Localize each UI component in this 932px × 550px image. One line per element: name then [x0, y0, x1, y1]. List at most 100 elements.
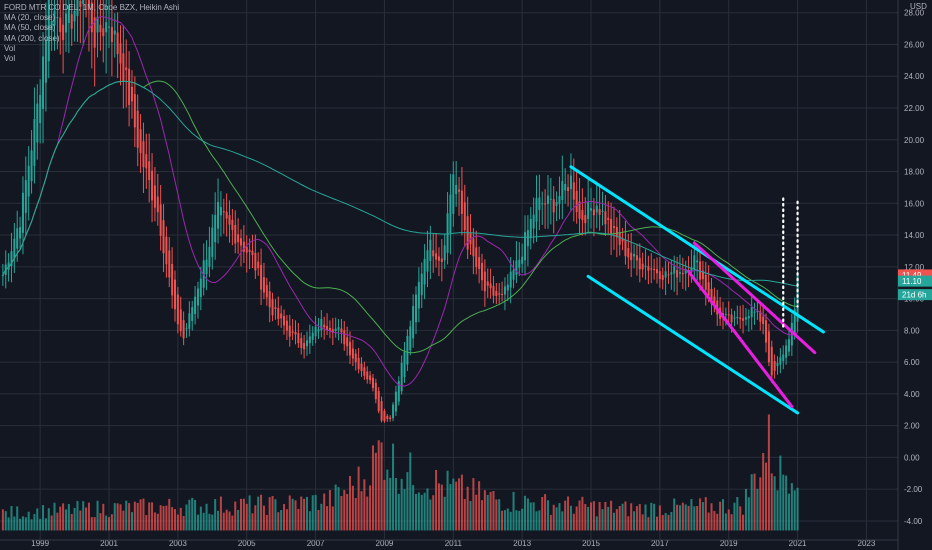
volume-bar [56, 512, 59, 531]
volume-bar [765, 462, 768, 531]
volume-bars [1, 414, 799, 531]
candle-body [340, 328, 343, 333]
volume-bar [699, 498, 702, 531]
currency-label: USD [910, 2, 927, 11]
x-tick-label: 2017 [651, 539, 669, 548]
symbol-title[interactable]: FORD MTR CO DEL, 1M, Cboe BZX, Heikin As… [4, 3, 180, 12]
indicator-vol-2[interactable]: Vol [4, 54, 16, 64]
price-badge-bg [898, 269, 932, 281]
candle-body [638, 257, 641, 270]
volume-bar [191, 497, 194, 531]
candle-body [199, 278, 202, 298]
candle-body [245, 246, 248, 253]
candle-body [90, 2, 93, 33]
trendline-channel-lower[interactable] [586, 274, 800, 415]
candle-body [371, 377, 374, 389]
volume-bar [211, 514, 214, 531]
volume-bar [380, 442, 383, 531]
volume-bar [776, 490, 779, 531]
volume-bar [67, 504, 70, 531]
volume-bar [349, 475, 352, 531]
candle-body [535, 198, 538, 222]
volume-bar [251, 513, 254, 531]
volume-bar [194, 499, 197, 531]
candle-body [707, 282, 710, 296]
volume-bar [670, 512, 673, 531]
volume-bar [73, 507, 76, 531]
time-axis[interactable]: 1999 2001 2003 2005 2007 2009 2011 2013 2015 2017… [0, 539, 898, 548]
volume-bar [501, 510, 504, 531]
volume-bar [234, 501, 237, 531]
volume-bar [423, 492, 426, 531]
trendline-channel-upper[interactable] [569, 165, 825, 334]
volume-bar [369, 485, 372, 531]
candle-body [231, 219, 234, 231]
candle-body [759, 311, 762, 322]
candle-body [742, 318, 745, 321]
volume-bar [168, 498, 171, 531]
trendline-wedge-upper[interactable] [692, 241, 817, 355]
volume-bar [59, 506, 62, 531]
volume-bar [739, 506, 742, 531]
volume-bar [300, 496, 303, 531]
candle-body [151, 170, 154, 201]
candle-body [607, 217, 610, 220]
volume-bar [610, 500, 613, 531]
indicator-ma50[interactable]: MA (50, close) [4, 23, 56, 33]
candle-body [280, 313, 283, 319]
indicator-ma20[interactable]: MA (20, close) [4, 13, 56, 23]
candle-body [767, 331, 770, 363]
candle-body [498, 293, 501, 295]
volume-bar [156, 513, 159, 531]
volume-bar [383, 479, 386, 531]
candle-body [87, 0, 90, 7]
candle-body [406, 336, 409, 365]
candle-body [727, 314, 730, 316]
volume-bar [716, 513, 719, 531]
candle-body [105, 22, 108, 33]
candle-body [443, 245, 446, 261]
volume-bar [446, 470, 449, 531]
volume-bar [248, 495, 251, 531]
volume-bar [515, 510, 518, 531]
candle-body [647, 266, 650, 271]
candle-body [242, 241, 245, 252]
candle-body [773, 361, 776, 371]
candle-body [478, 257, 481, 269]
candle-body [265, 284, 268, 298]
volume-bar [228, 511, 231, 531]
trendline-wedge-lower[interactable] [687, 270, 794, 409]
candle-body [285, 320, 288, 331]
candle-body [21, 192, 24, 233]
volume-bar [615, 509, 618, 531]
candle-body [423, 258, 426, 285]
candle-body [394, 391, 397, 412]
indicator-vol-1[interactable]: Vol [4, 43, 16, 53]
volume-bar [125, 500, 128, 531]
candle-body [753, 311, 756, 313]
volume-bar [785, 475, 788, 531]
candle-body [305, 340, 308, 347]
volume-bar [280, 510, 283, 531]
x-tick-label: 2009 [376, 539, 394, 548]
volume-bar [283, 504, 286, 531]
volume-bar [317, 510, 320, 531]
candle-body [684, 268, 687, 274]
volume-bar [27, 511, 30, 531]
candle-body [455, 184, 458, 195]
trendlines[interactable] [569, 165, 825, 415]
x-tick-label: 2019 [720, 539, 738, 548]
volume-bar [440, 484, 443, 531]
candle-body [19, 227, 22, 239]
volume-bar [721, 499, 724, 531]
volume-bar [412, 485, 415, 531]
x-tick-label: 1999 [31, 539, 49, 548]
volume-bar [638, 504, 641, 531]
indicator-ma200[interactable]: MA (200, close) [4, 33, 60, 43]
x-tick-label: 2023 [858, 539, 876, 548]
volume-bar [463, 499, 466, 531]
candle-body [590, 208, 593, 211]
candle-body [182, 320, 185, 339]
volume-bar [633, 511, 636, 531]
